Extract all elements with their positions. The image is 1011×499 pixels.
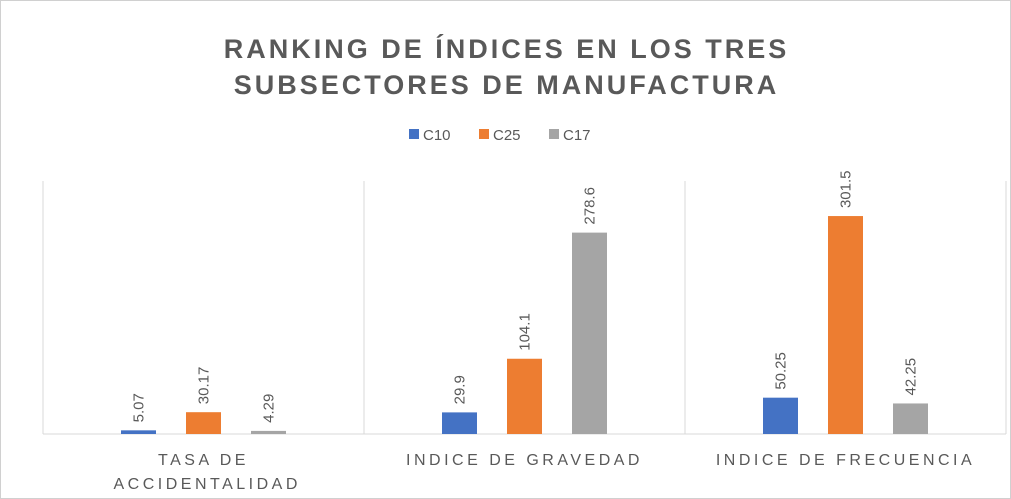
x-tick-label: INDICE DE FRECUENCIA [715, 452, 976, 469]
legend-label: C17 [563, 127, 591, 144]
bar [121, 430, 156, 434]
bar [186, 412, 221, 434]
legend-swatch [549, 129, 559, 139]
data-label: 278.6 [582, 187, 599, 225]
data-label: 30.17 [196, 367, 213, 405]
legend-swatch [479, 129, 489, 139]
data-label: 29.9 [452, 375, 469, 404]
chart-title: RANKING DE ÍNDICES EN LOS TRES SUBSECTOR… [223, 34, 790, 100]
bar [763, 397, 798, 434]
bar [572, 232, 607, 434]
bar [507, 358, 542, 434]
legend-swatch [409, 129, 419, 139]
data-label: 5.07 [131, 393, 148, 422]
x-tick-label: INDICE DE GRAVEDAD [406, 452, 643, 469]
data-label: 42.25 [903, 358, 920, 396]
bar [442, 412, 477, 434]
data-label: 50.25 [773, 352, 790, 390]
data-label: 4.29 [261, 394, 278, 423]
x-tick-label: TASA DE ACCIDENTALIDAD [113, 452, 301, 493]
legend-label: C10 [423, 127, 451, 144]
bar [828, 216, 863, 434]
legend-label: C25 [493, 127, 521, 144]
data-label: 301.5 [838, 171, 855, 209]
bar [251, 430, 286, 434]
data-label: 104.1 [517, 313, 534, 351]
bar [893, 403, 928, 434]
